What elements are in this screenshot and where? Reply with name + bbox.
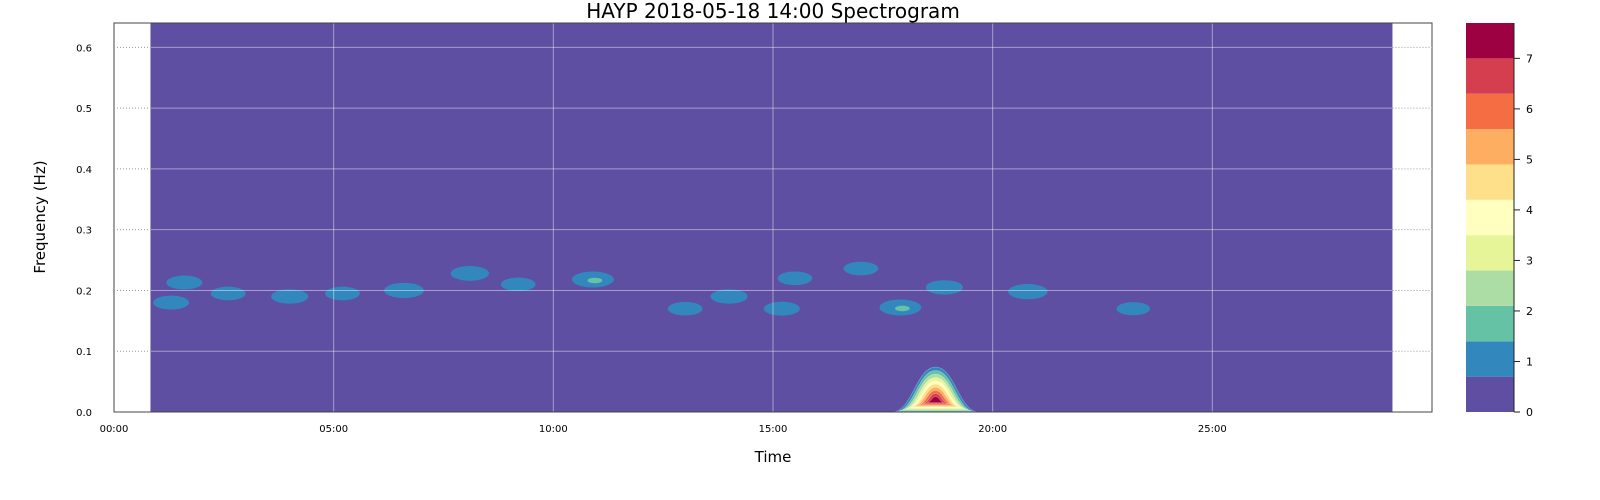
spectrogram-contours [153,261,1151,412]
contour-level-1 [843,261,879,276]
contour-blob-2 [210,286,246,301]
contour-level-1 [777,271,813,286]
contour-level-10 [926,396,945,403]
colorbar-tick-label: 6 [1526,103,1533,116]
contour-level-1 [271,289,309,304]
colorbar-segment [1466,58,1514,94]
colorbar-segment [1466,199,1514,236]
contour-blob-10 [710,289,748,304]
colorbar-tick-label: 7 [1526,52,1533,65]
contour-blob-9 [667,301,703,316]
contour-blob-18 [892,366,979,412]
colorbar-segment [1466,376,1514,412]
colorbar-segment [1466,341,1514,377]
x-tick-label: 15:00 [759,424,788,435]
contour-level-1 [667,301,703,316]
colorbar-segment [1466,305,1514,342]
y-tick-label: 0.1 [76,347,92,358]
colorbar-segment [1466,235,1514,271]
contour-level-1 [500,277,536,292]
contour-level-1 [325,286,360,301]
x-tick-label: 10:00 [539,424,568,435]
colorbar-segment [1466,23,1514,59]
y-axis-ticks: 0.0 0.1 0.2 0.3 0.4 0.5 0.6 [76,43,1432,419]
colorbar-segment [1466,270,1514,306]
spectrogram-background-fill [150,23,1393,412]
contour-level-2 [895,305,910,312]
contour-level-1 [925,280,963,295]
colorbar-tick-label: 0 [1526,406,1533,419]
colorbar-segment [1466,164,1514,200]
contour-blob-3 [271,289,309,304]
contour-level-1 [210,286,246,301]
x-tick-label: 00:00 [100,424,129,435]
grid-lines [114,23,1432,412]
y-tick-label: 0.4 [76,165,92,176]
y-tick-label: 0.5 [76,104,92,115]
colorbar-segment [1466,93,1514,130]
contour-level-1 [1116,302,1151,316]
contour-blob-11 [763,301,800,316]
contour-level-1 [710,289,748,304]
contour-blob-1 [166,275,203,290]
plot-frame [113,22,1433,413]
contour-level-2 [587,277,603,284]
x-tick-label: 05:00 [319,424,348,435]
contour-blob-4 [325,286,360,301]
x-axis-label: Time [754,448,792,466]
y-tick-label: 0.3 [76,226,92,237]
contour-level-1 [153,295,190,310]
contour-level-1 [763,301,800,316]
contour-blob-6 [450,266,490,281]
colorbar-tick-label: 5 [1526,153,1533,166]
y-tick-label: 0.6 [76,43,92,54]
x-tick-label: 25:00 [1198,424,1227,435]
contour-blob-5 [384,282,424,299]
colorbar-tick-label: 3 [1526,254,1533,267]
colorbar-tick-label: 2 [1526,305,1533,318]
contour-level-1 [450,266,490,281]
contour-blob-7 [500,277,536,292]
colorbar-tick-label: 4 [1526,204,1533,217]
chart-title: HAYP 2018-05-18 14:00 Spectrogram [586,0,960,23]
colorbar-tick-label: 1 [1526,355,1533,368]
y-tick-label: 0.2 [76,286,92,297]
contour-level-1 [166,275,203,290]
colorbar: 0 1 2 3 4 5 6 7 [1466,23,1533,419]
y-tick-label: 0.0 [76,408,92,419]
colorbar-segment [1466,129,1514,165]
x-tick-label: 20:00 [978,424,1007,435]
contour-blob-12 [777,271,813,286]
contour-blob-0 [153,295,190,310]
contour-blob-8 [571,271,614,288]
contour-level-1 [384,282,424,299]
contour-blob-16 [1008,284,1048,300]
contour-blob-17 [1116,302,1151,316]
contour-blob-14 [879,299,922,316]
y-axis-label: Frequency (Hz) [31,160,49,273]
contour-blob-13 [843,261,879,276]
contour-blob-15 [925,280,963,295]
x-axis-ticks: 00:00 05:00 10:00 15:00 20:00 25:00 [100,424,1227,435]
contour-level-1 [1008,284,1048,300]
